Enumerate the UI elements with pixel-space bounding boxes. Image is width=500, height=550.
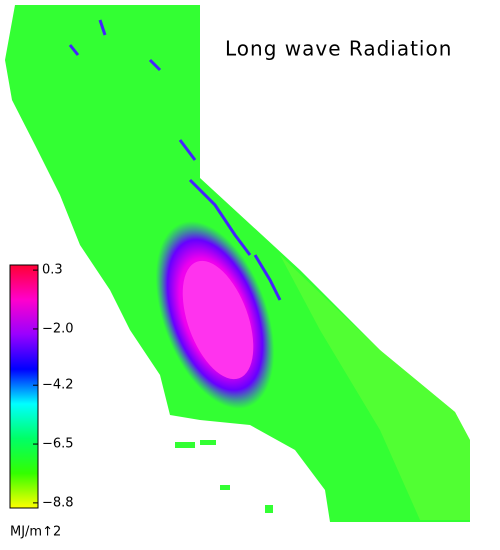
valley-core	[182, 260, 254, 380]
colorbar-unit: MJ/m↑2	[10, 525, 61, 540]
title: Long wave Radiation	[225, 37, 452, 61]
colorbar-tick-label: −2.0	[42, 321, 74, 336]
colorbar-tick-label: −4.2	[42, 378, 74, 393]
southeast-tint	[280, 255, 470, 520]
colorbar-tick-label: −6.5	[42, 437, 74, 452]
islands	[175, 440, 273, 513]
colorbar-tick-label: 0.3	[42, 263, 63, 278]
sierra-streaks	[68, 19, 282, 301]
colorbar-tick-label: −8.8	[42, 495, 74, 510]
colorbar	[9, 264, 39, 509]
